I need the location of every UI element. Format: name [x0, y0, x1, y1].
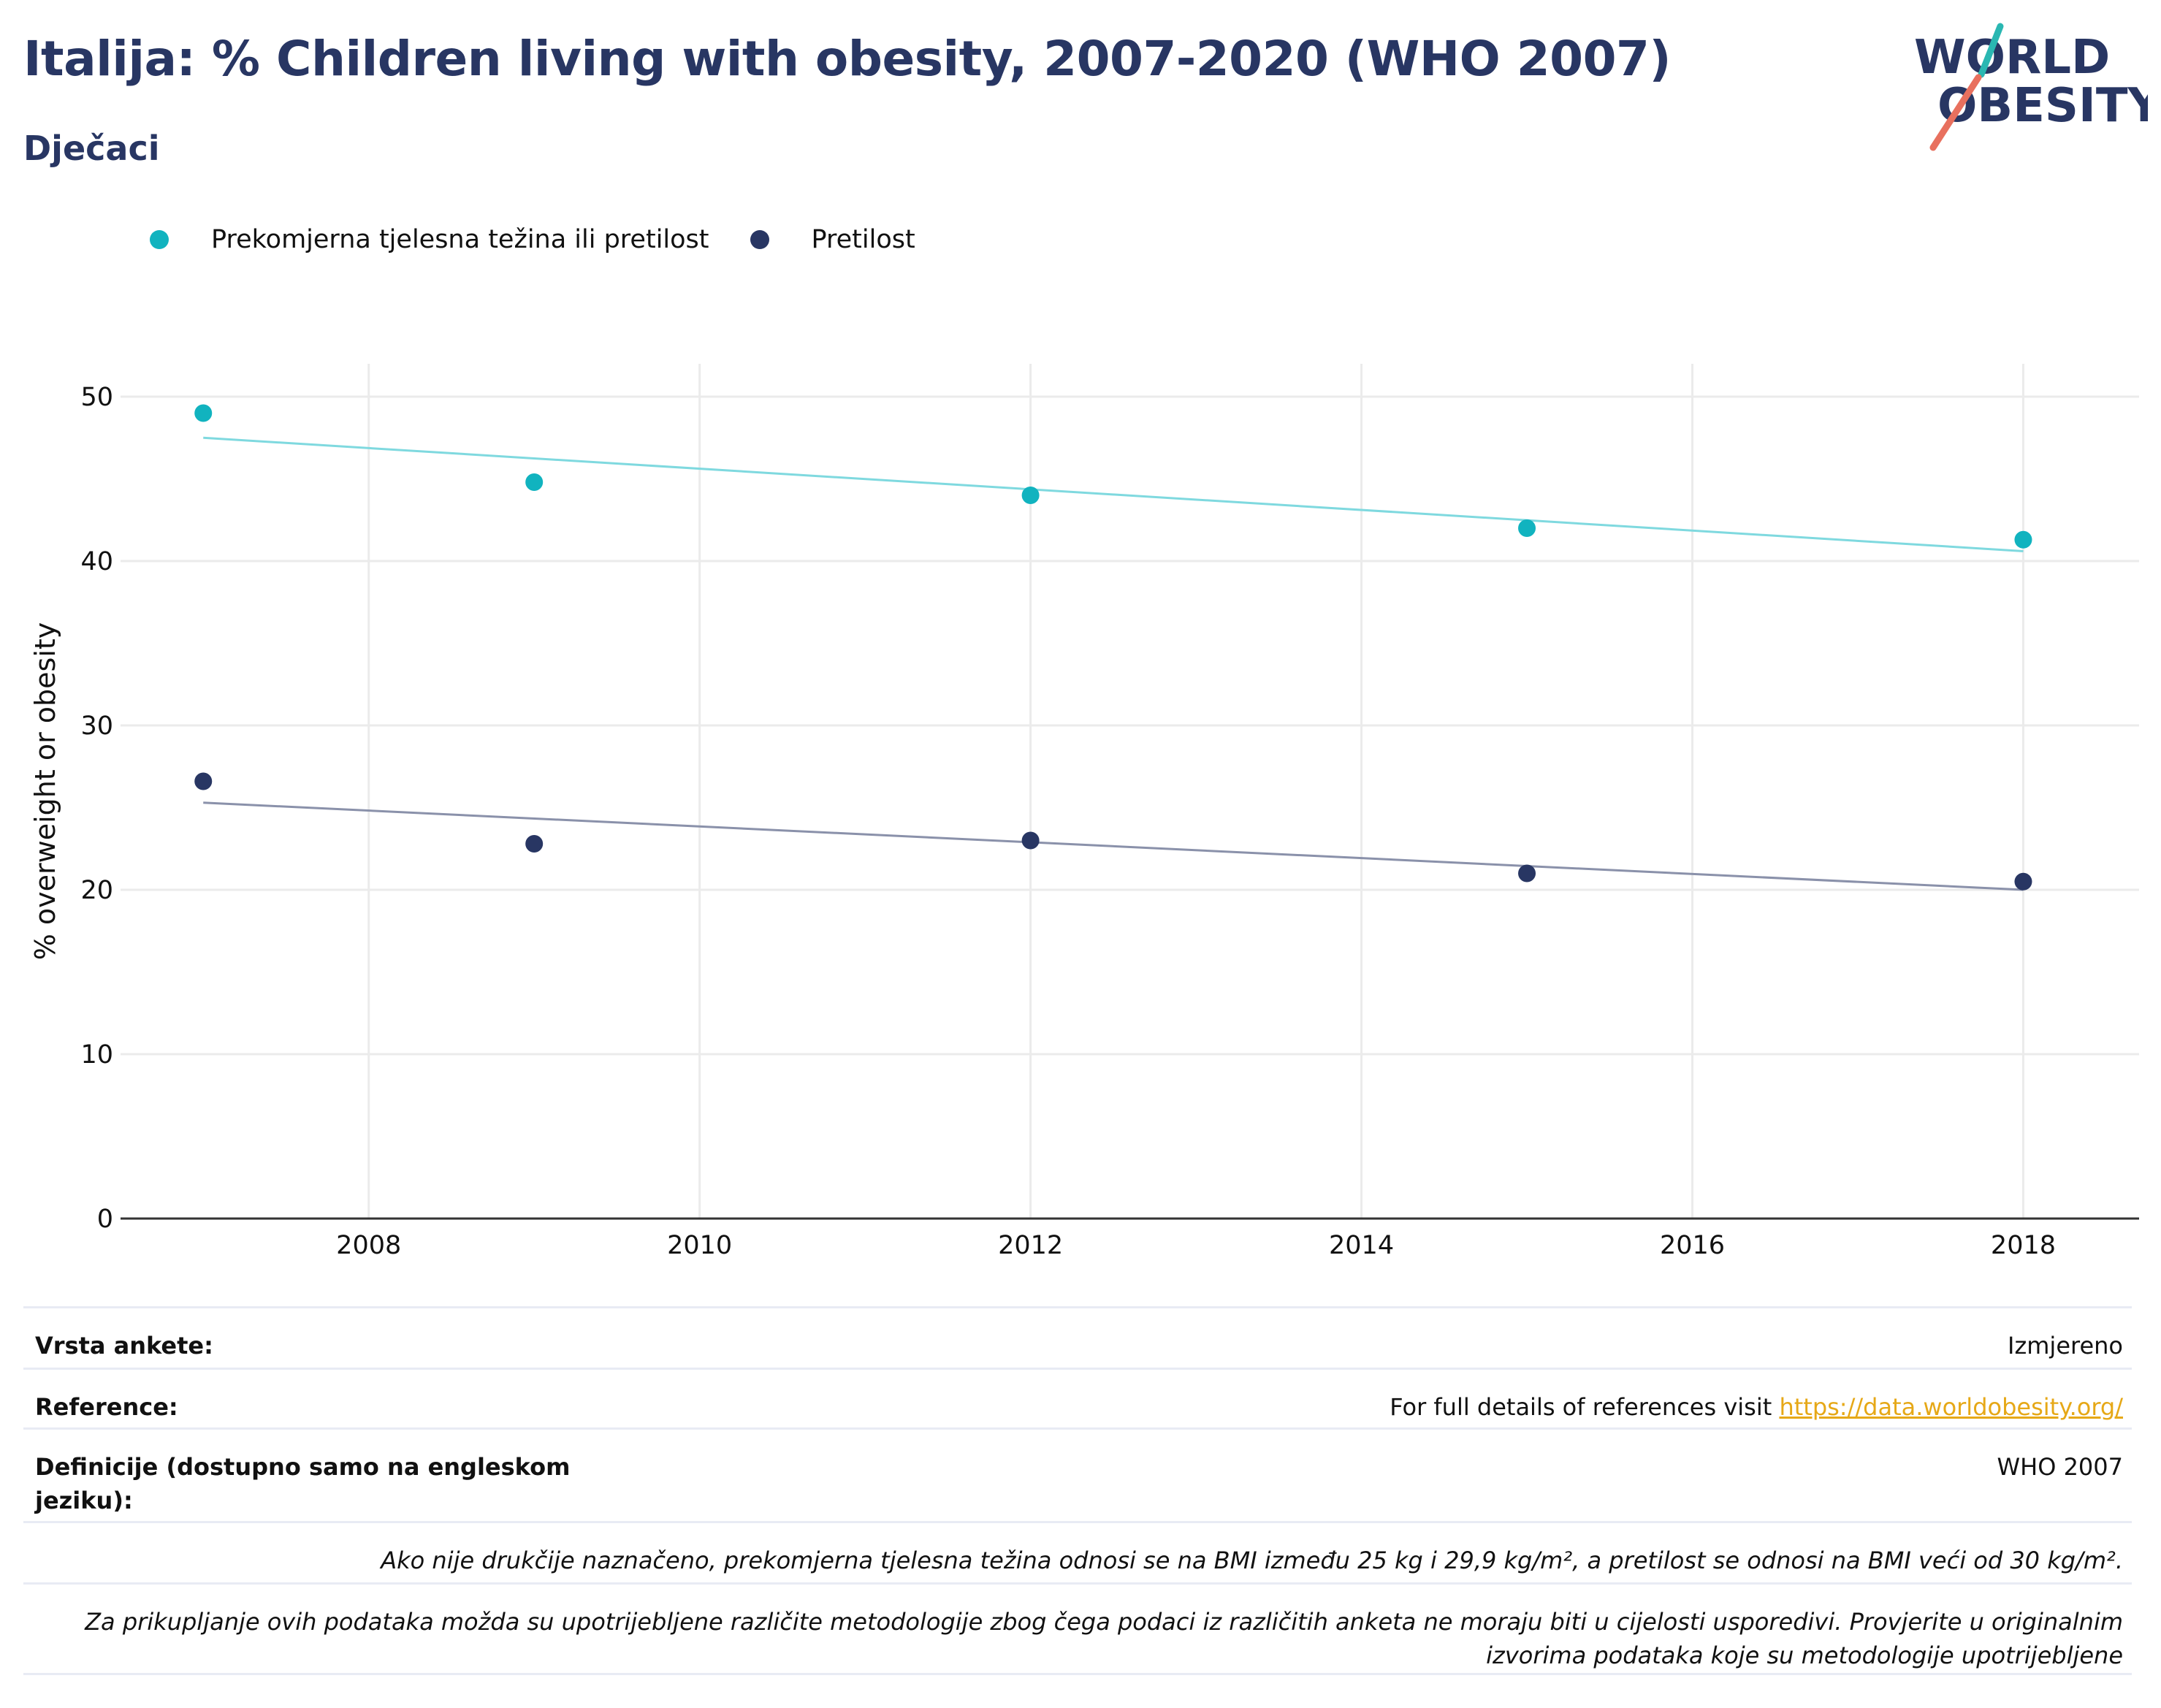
logo-word-world: WORLD [1914, 31, 2110, 85]
legend-label-overweight: Prekomjerna tjelesna težina ili pretilos… [211, 225, 709, 254]
grid-lines [121, 364, 2139, 1219]
data-point-1-2007 [194, 772, 213, 790]
info-row-reference: Reference: For full details of reference… [23, 1368, 2132, 1427]
reference-text: For full details of references visit [1390, 1393, 1780, 1421]
trend-line-0 [203, 436, 2024, 552]
x-axis-ticks: 2008 2010 2012 2014 2016 2018 [336, 1231, 2056, 1260]
reference-value: For full details of references visit htt… [1390, 1390, 2123, 1427]
data-point-1-2018 [2014, 872, 2032, 891]
chart-subtitle: Dječaci [23, 129, 160, 168]
data-point-0-2007 [194, 404, 213, 422]
y-axis-title: % overweight or obesity [29, 622, 61, 961]
chart-title: Italija: % Children living with obesity,… [23, 31, 1672, 87]
data-point-0-2012 [1021, 487, 1040, 504]
definitions-label: Definicije (dostupno samo na engleskom j… [35, 1453, 571, 1514]
x-tick-label: 2012 [998, 1231, 1063, 1260]
info-table: Vrsta ankete: Izmjereno Reference: For f… [23, 1306, 2132, 1675]
info-row-note-methodology: Za prikupljanje ovih podataka možda su u… [23, 1582, 2132, 1673]
reference-link[interactable]: https://data.worldobesity.org/ [1779, 1393, 2123, 1421]
survey-type-label: Vrsta ankete: [35, 1332, 213, 1360]
x-tick-label: 2008 [336, 1231, 401, 1260]
data-point-1-2015 [1518, 864, 1536, 882]
data-points [194, 404, 2032, 891]
logo-slash-teal [1978, 23, 2004, 78]
trend-lines [203, 436, 2024, 891]
reference-label: Reference: [35, 1393, 178, 1421]
data-point-1-2009 [525, 835, 544, 853]
data-point-1-2012 [1021, 831, 1040, 850]
trend-line-1 [203, 801, 2024, 891]
x-tick-label: 2014 [1329, 1231, 1394, 1260]
info-row-survey: Vrsta ankete: Izmjereno [23, 1306, 2132, 1368]
x-tick-label: 2016 [1660, 1231, 1725, 1260]
legend-item-overweight[interactable]: Prekomjerna tjelesna težina ili pretilos… [150, 225, 709, 254]
legend-marker-obesity [750, 230, 769, 249]
info-bottom-divider [23, 1673, 2132, 1675]
bmi-note: Ako nije drukčije naznačeno, prekomjerna… [381, 1547, 2123, 1574]
y-tick-label: 0 [97, 1205, 113, 1234]
data-point-0-2015 [1518, 519, 1536, 537]
definitions-value: WHO 2007 [1997, 1453, 2124, 1481]
logo-slash-red [1929, 74, 1982, 151]
data-point-0-2018 [2014, 530, 2032, 549]
info-row-note-bmi: Ako nije drukčije naznačeno, prekomjerna… [23, 1521, 2132, 1582]
legend-marker-overweight [150, 230, 169, 249]
legend-item-obesity[interactable]: Pretilost [750, 225, 915, 254]
y-tick-label: 10 [80, 1040, 113, 1070]
y-tick-label: 40 [80, 547, 113, 576]
methodology-note: Za prikupljanje ovih podataka možda su u… [85, 1608, 2123, 1669]
y-axis-ticks: 0 10 20 30 40 50 [80, 383, 113, 1234]
chart-legend: Prekomjerna tjelesna težina ili pretilos… [150, 218, 956, 262]
legend-label-obesity: Pretilost [811, 225, 915, 254]
y-tick-label: 50 [80, 383, 113, 412]
data-point-0-2009 [525, 473, 544, 491]
y-tick-label: 30 [80, 712, 113, 741]
x-tick-label: 2018 [1991, 1231, 2056, 1260]
world-obesity-logo: WORLD OBESITY [1914, 23, 2148, 151]
info-row-definitions: Definicije (dostupno samo na engleskom j… [23, 1427, 2132, 1521]
y-tick-label: 20 [80, 876, 113, 905]
scatter-chart: 0 10 20 30 40 50 2008 2010 2012 2014 2016 2018 % o… [29, 364, 2139, 1260]
x-tick-label: 2010 [667, 1231, 732, 1260]
survey-type-value: Izmjereno [2008, 1332, 2123, 1360]
